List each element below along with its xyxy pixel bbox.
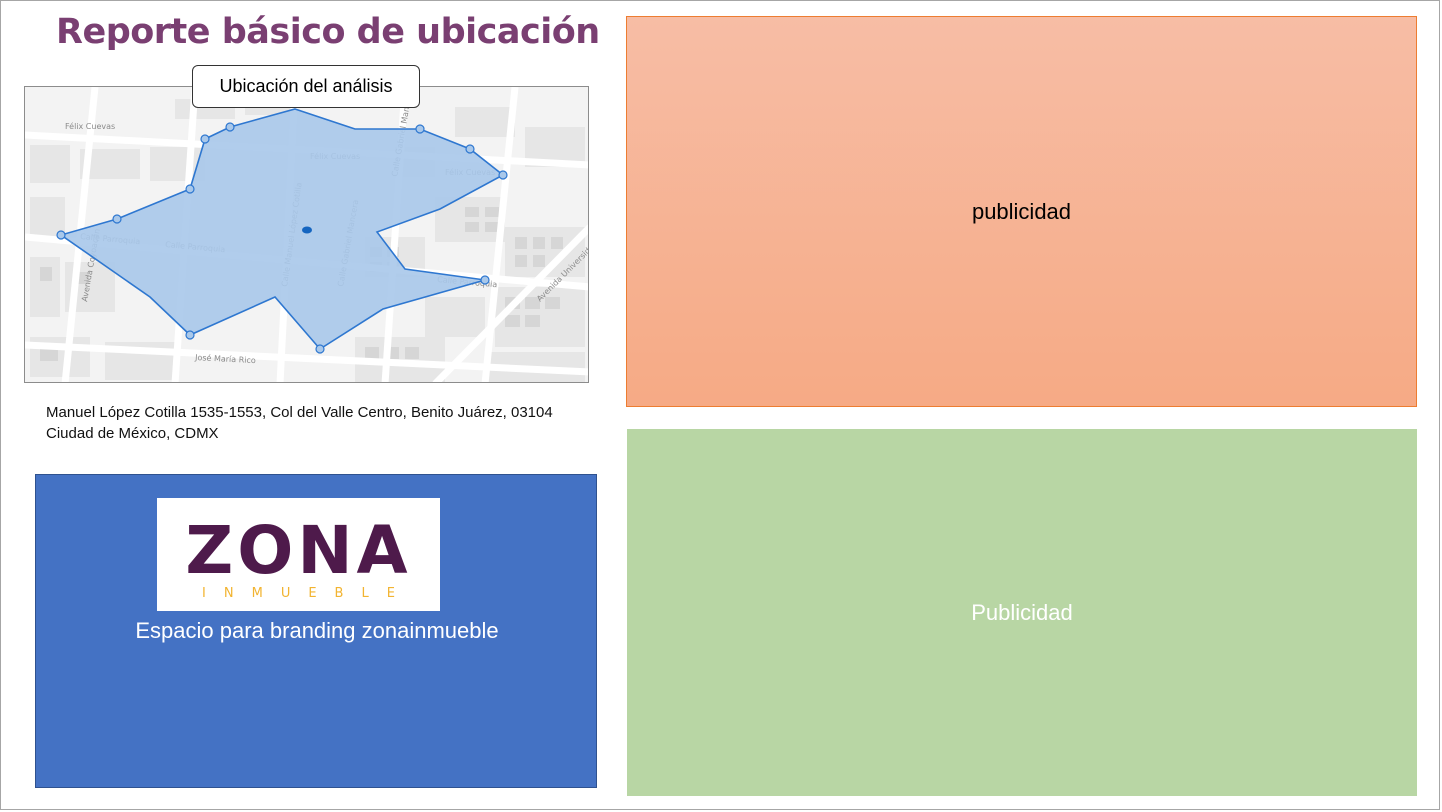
ad-slot-top-label: publicidad (971, 198, 1072, 224)
location-marker-icon[interactable] (302, 226, 312, 234)
street-label: José María Rico (194, 352, 256, 365)
map-label: Ubicación del análisis (192, 65, 420, 108)
logo-subtext: INMUEBLE (202, 586, 413, 601)
logo-wordmark: ZONA (185, 512, 412, 589)
polygon-vertices (56, 122, 508, 354)
branding-panel: ZONA INMUEBLE Espacio para branding zona… (35, 474, 597, 788)
location-map[interactable]: Félix Cuevas Félix Cuevas Félix Cuevas C… (24, 86, 589, 383)
address-text: Manuel López Cotilla 1535-1553, Col del … (46, 404, 553, 442)
street-label: Félix Cuevas (65, 121, 115, 131)
map-canvas: Félix Cuevas Félix Cuevas Félix Cuevas C… (25, 87, 588, 382)
ad-slot-bottom-label: Publicidad (971, 599, 1073, 625)
ad-slot-top[interactable]: publicidad (626, 16, 1417, 407)
page-title: Reporte básico de ubicación (56, 12, 600, 52)
branding-caption: Espacio para branding zonainmueble (135, 618, 499, 643)
zona-inmueble-logo: ZONA INMUEBLE (157, 498, 440, 611)
ad-slot-bottom[interactable]: Publicidad (627, 429, 1417, 796)
analysis-area-polygon[interactable] (59, 108, 505, 351)
